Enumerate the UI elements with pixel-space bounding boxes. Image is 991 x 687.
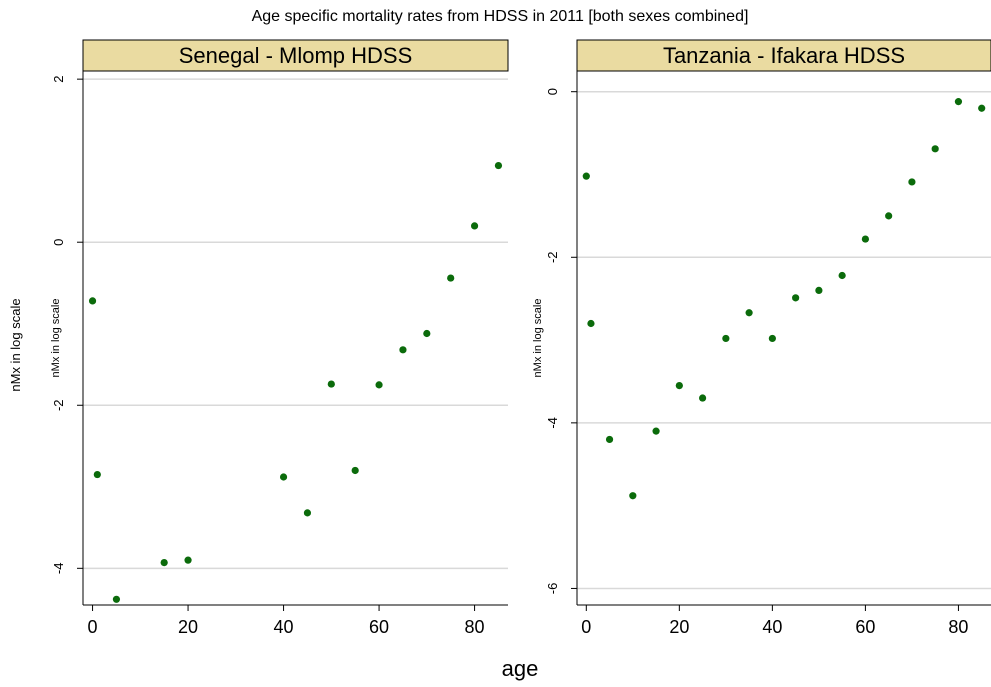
data-point	[792, 294, 800, 302]
panel-y-axis-label: nMx in log scale	[532, 299, 544, 378]
data-point	[587, 319, 595, 328]
data-point	[768, 334, 776, 343]
data-point	[815, 286, 823, 294]
x-tick-label: 20	[178, 617, 198, 637]
data-point	[745, 309, 753, 317]
data-point	[582, 172, 590, 180]
data-point	[978, 104, 986, 112]
data-point	[675, 382, 683, 390]
x-tick-label: 20	[669, 617, 689, 637]
data-point	[399, 346, 407, 354]
data-point	[861, 235, 870, 243]
data-point	[722, 334, 730, 343]
x-tick-label: 80	[948, 617, 968, 637]
panel-title: Tanzania - Ifakara HDSS	[663, 43, 905, 68]
y-tick-label: -4	[545, 417, 560, 429]
data-point	[447, 274, 455, 282]
x-tick-label: 40	[762, 617, 782, 637]
data-point	[605, 435, 614, 444]
y-tick-label: -2	[51, 399, 66, 411]
data-point	[838, 271, 846, 280]
y-tick-label: 0	[545, 88, 560, 95]
panel-header	[82, 39, 509, 72]
panel-y-axis-label: nMx in log scale	[50, 299, 62, 378]
x-tick-label: 60	[855, 617, 875, 637]
data-point	[184, 556, 192, 564]
data-point	[375, 381, 383, 389]
x-tick-label: 60	[369, 617, 389, 637]
y-tick-label: -6	[545, 583, 560, 595]
x-tick-label: 80	[465, 617, 485, 637]
data-point	[494, 161, 503, 170]
x-tick-label: 40	[274, 617, 294, 637]
data-point	[88, 297, 97, 305]
data-point	[279, 473, 288, 481]
data-point	[908, 178, 916, 186]
figure-title: Age specific mortality rates from HDSS i…	[252, 8, 749, 25]
y-tick-label: -4	[51, 563, 66, 575]
data-point	[652, 427, 660, 435]
data-point	[351, 466, 359, 475]
data-point	[470, 222, 479, 230]
data-point	[160, 559, 168, 567]
data-point	[112, 595, 121, 603]
y-tick-label: 0	[51, 239, 66, 246]
data-point	[93, 470, 101, 479]
panel-title: Senegal - Mlomp HDSS	[179, 43, 413, 68]
data-point	[954, 98, 963, 106]
y-tick-label: 2	[51, 76, 66, 83]
data-point	[303, 509, 312, 517]
y-tick-label: -2	[545, 251, 560, 263]
data-point	[931, 145, 939, 153]
data-point	[698, 394, 707, 402]
panel-header	[576, 39, 991, 72]
data-point	[423, 329, 431, 338]
figure-y-axis-label: nMx in log scale	[8, 298, 23, 391]
data-point	[327, 380, 335, 388]
data-point	[885, 212, 893, 220]
data-point	[629, 492, 637, 500]
x-tick-label: 0	[88, 617, 98, 637]
x-tick-label: 0	[581, 617, 591, 637]
panel-2: Tanzania - Ifakara HDSS -6 -4 -2 0 0 20 40 60 80 n…	[532, 39, 991, 637]
figure-x-axis-label: age	[502, 656, 539, 681]
